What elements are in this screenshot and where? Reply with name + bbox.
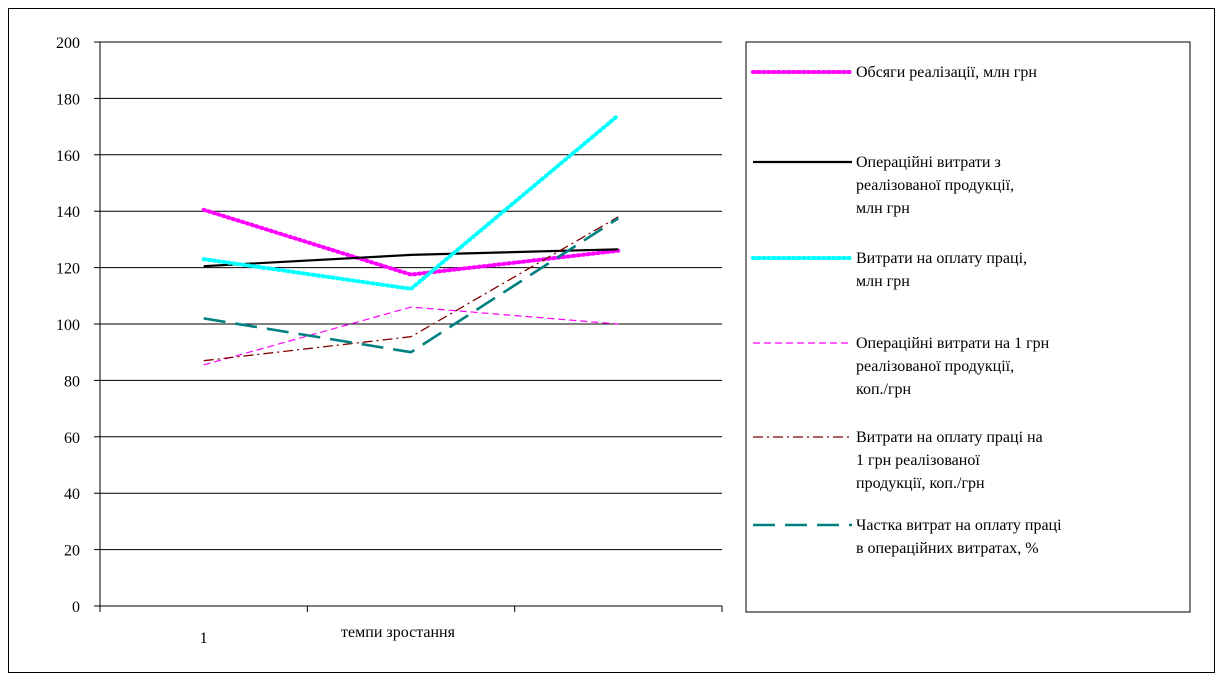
y-tick-label: 0: [72, 599, 80, 616]
grid-lines: [100, 41, 722, 551]
y-tick-labels: 0 20 40 60 80 100 120 140 160 180 200: [56, 35, 80, 616]
y-tick-label: 140: [56, 204, 80, 221]
legend-label-1: Обсяги реалізації, млн грн: [856, 64, 1037, 81]
y-tick-label: 160: [56, 148, 80, 165]
series-line-6: [203, 217, 620, 354]
y-tick-label: 20: [64, 543, 80, 560]
x-axis-label: темпи зростання: [341, 624, 456, 641]
y-tick-label: 180: [56, 91, 80, 108]
legend-box: [745, 41, 1191, 613]
series-line-3: [201, 113, 621, 291]
legend-label-2: Операційні витрати з реалізованої продукц…: [856, 154, 1014, 217]
x-tick-labels: 1: [200, 630, 208, 647]
legend-label-4: Операційні витрати на 1 грн реалізованої …: [856, 335, 1050, 398]
y-tick-label: 80: [64, 373, 80, 390]
x-tick-label: 1: [200, 630, 208, 647]
y-tick-label: 200: [56, 35, 80, 52]
legend: Обсяги реалізації, млн грн Операційні вит…: [745, 41, 1191, 613]
y-tick-label: 60: [64, 430, 80, 447]
axes: [94, 41, 723, 612]
y-tick-label: 100: [56, 317, 80, 334]
series-line-5: [203, 216, 619, 362]
y-tick-label: 120: [56, 261, 80, 278]
y-tick-label: 40: [64, 486, 80, 503]
legend-label-6: Частка витрат на оплату праці в операційн…: [856, 517, 1062, 557]
chart-frame: [8, 8, 1215, 673]
series-line-4: [203, 306, 619, 366]
legend-label-5: Витрати на оплату праці на 1 грн реалізов…: [856, 429, 1043, 492]
series-line-1: [201, 207, 621, 277]
series-lines: [201, 113, 621, 366]
legend-label-3: Витрати на оплату праці, млн грн: [856, 250, 1027, 290]
series-line-2: [203, 248, 619, 268]
